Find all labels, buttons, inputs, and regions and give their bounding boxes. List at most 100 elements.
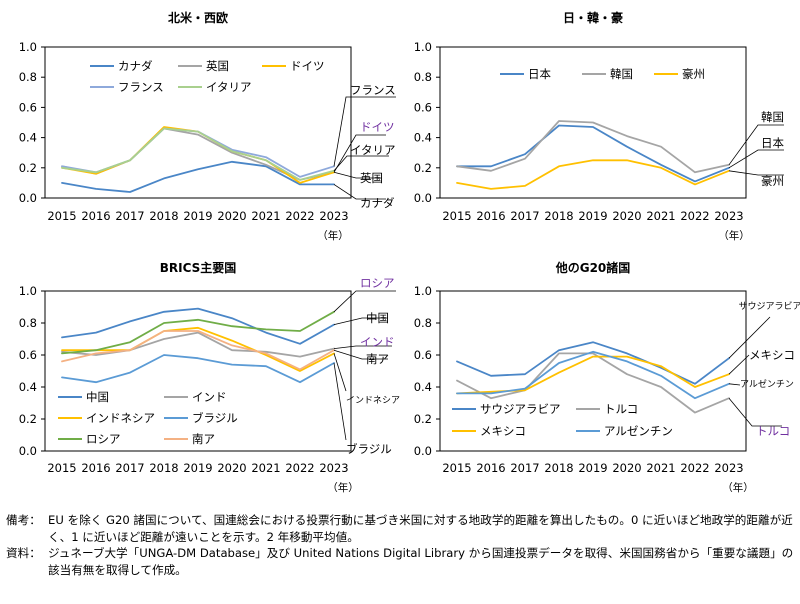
end-label-ブラジル: ブラジル (346, 442, 392, 456)
series-line-ロシア (61, 310, 335, 355)
series-line-南ア (61, 330, 335, 371)
series-line-アルゼンチン (456, 350, 730, 400)
x-tick-label: 2019 (578, 209, 607, 223)
end-label-南ア: 南ア (366, 352, 389, 366)
legend-label-インドネシア: インドネシア (86, 411, 155, 425)
plot-frame (44, 46, 352, 199)
x-tick-label: 2017 (510, 461, 539, 475)
series-line-インドネシア (61, 326, 335, 372)
y-tick-label: 0.8 (19, 70, 37, 84)
y-tick-label: 1.0 (414, 40, 432, 54)
chart-title: 他のG20諸国 (555, 260, 631, 275)
leader-line-アルゼンチン (728, 383, 741, 386)
x-tick-label: 2019 (578, 461, 607, 475)
y-tick-label: 1.0 (414, 284, 432, 298)
end-label-ドイツ: ドイツ (360, 120, 395, 134)
series-line-インド (61, 331, 335, 358)
remarks-label: 備考： (6, 513, 41, 527)
x-tick-label: 2021 (251, 461, 280, 475)
leader-line-インド (333, 345, 392, 349)
end-label-英国: 英国 (360, 171, 383, 185)
remarks-note: 備考： EU を除く G20 諸国について、国連総会における投票行動に基づき米国… (6, 512, 796, 545)
leader-line-英国 (333, 171, 382, 179)
leader-line-サウジアラビア (728, 316, 771, 359)
x-tick-label: 2017 (115, 461, 144, 475)
y-tick-label: 1.0 (19, 40, 37, 54)
leader-line-インドネシア (333, 353, 347, 392)
x-tick-label: 2017 (115, 209, 144, 223)
chart-title: 日・韓・豪 (563, 10, 623, 25)
x-tick-label: 2018 (149, 461, 178, 475)
series-line-ブラジル (61, 354, 335, 384)
legend-label-メキシコ: メキシコ (480, 424, 526, 438)
x-tick-label: 2021 (646, 461, 675, 475)
x-tick-label: 2015 (47, 209, 76, 223)
chart-title: BRICS主要国 (160, 260, 237, 275)
end-label-トルコ: トルコ (756, 424, 790, 438)
y-tick-label: 0.2 (414, 412, 432, 426)
y-tick-label: 1.0 (19, 284, 37, 298)
legend-label-フランス: フランス (118, 80, 164, 94)
leader-line-南ア (333, 349, 388, 360)
end-label-フランス: フランス (350, 83, 396, 97)
leader-line-ドイツ (333, 134, 386, 173)
plot-frame (439, 46, 747, 199)
y-tick-label: 0.6 (19, 348, 37, 362)
source-text: ジュネーブ大学「UNGA-DM Database」及び United Natio… (48, 546, 794, 577)
leader-line-トルコ (728, 397, 782, 427)
y-tick-label: 0.6 (414, 100, 432, 114)
end-label-中国: 中国 (366, 311, 389, 325)
x-tick-label: 2016 (81, 209, 110, 223)
y-tick-label: 0.4 (414, 380, 432, 394)
plot-frame (439, 290, 747, 452)
series-line-トルコ (456, 352, 730, 414)
y-tick-label: 0.2 (19, 412, 37, 426)
chart-panel-4: 他のG20諸国 0.0 0.2 0.4 0.6 0.8 1.0 2015 2016 2017 201… (414, 260, 800, 494)
x-tick-label: 2016 (476, 461, 505, 475)
leader-line-豪州 (728, 170, 784, 176)
end-label-イタリア: イタリア (350, 143, 396, 157)
leader-line-メキシコ (728, 354, 750, 375)
end-label-韓国: 韓国 (761, 110, 784, 124)
x-tick-label: 2015 (442, 209, 471, 223)
legend-label-カナダ: カナダ (118, 59, 153, 73)
x-tick-label: 2022 (285, 209, 314, 223)
legend-label-アルゼンチン: アルゼンチン (604, 424, 673, 438)
end-label-豪州: 豪州 (761, 174, 784, 188)
legend-label-トルコ: トルコ (604, 402, 638, 416)
legend-label-ブラジル: ブラジル (192, 411, 238, 425)
x-tick-label: 2016 (81, 461, 110, 475)
legend-label-南ア: 南ア (192, 432, 215, 446)
x-tick-label: 2020 (612, 209, 641, 223)
x-tick-label: 2023 (714, 461, 743, 475)
chart-title: 北米・西欧 (168, 10, 228, 25)
end-label-インドネシア: インドネシア (346, 395, 400, 406)
y-tick-label: 0.6 (414, 348, 432, 362)
leader-line-ブラジル (333, 362, 347, 441)
end-label-メキシコ: メキシコ (749, 348, 795, 362)
legend-label-インド: インド (192, 390, 227, 404)
series-line-カナダ (61, 160, 335, 193)
x-tick-label: 2022 (285, 461, 314, 475)
y-tick-label: 0.0 (414, 444, 432, 458)
y-tick-label: 0.6 (19, 100, 37, 114)
x-tick-label: 2019 (183, 461, 212, 475)
chart-panel-2: 日・韓・豪 0.0 0.2 0.4 0.6 0.8 1.0 2015 2016 2017 2018 2… (414, 10, 785, 242)
source-note: 資料： ジュネーブ大学「UNGA-DM Database」及び United N… (6, 545, 796, 578)
x-tick-label: 2017 (510, 209, 539, 223)
x-tick-label: 2022 (680, 209, 709, 223)
legend-label-韓国: 韓国 (610, 67, 633, 81)
end-label-ロシア: ロシア (360, 276, 395, 290)
end-label-サウジアラビア: サウジアラビア (738, 301, 800, 312)
figure-notes: 備考： EU を除く G20 諸国について、国連総会における投票行動に基づき米国… (6, 512, 796, 578)
series-line-豪州 (456, 159, 730, 190)
y-tick-label: 0.4 (19, 131, 37, 145)
y-tick-label: 0.0 (414, 191, 432, 205)
x-tick-label: 2021 (646, 209, 675, 223)
legend-label-ドイツ: ドイツ (290, 59, 325, 73)
y-tick-label: 0.8 (19, 316, 37, 330)
x-tick-label: 2018 (544, 461, 573, 475)
x-tick-label: 2023 (714, 209, 743, 223)
series-line-韓国 (456, 120, 730, 174)
plot-frame (44, 290, 352, 452)
